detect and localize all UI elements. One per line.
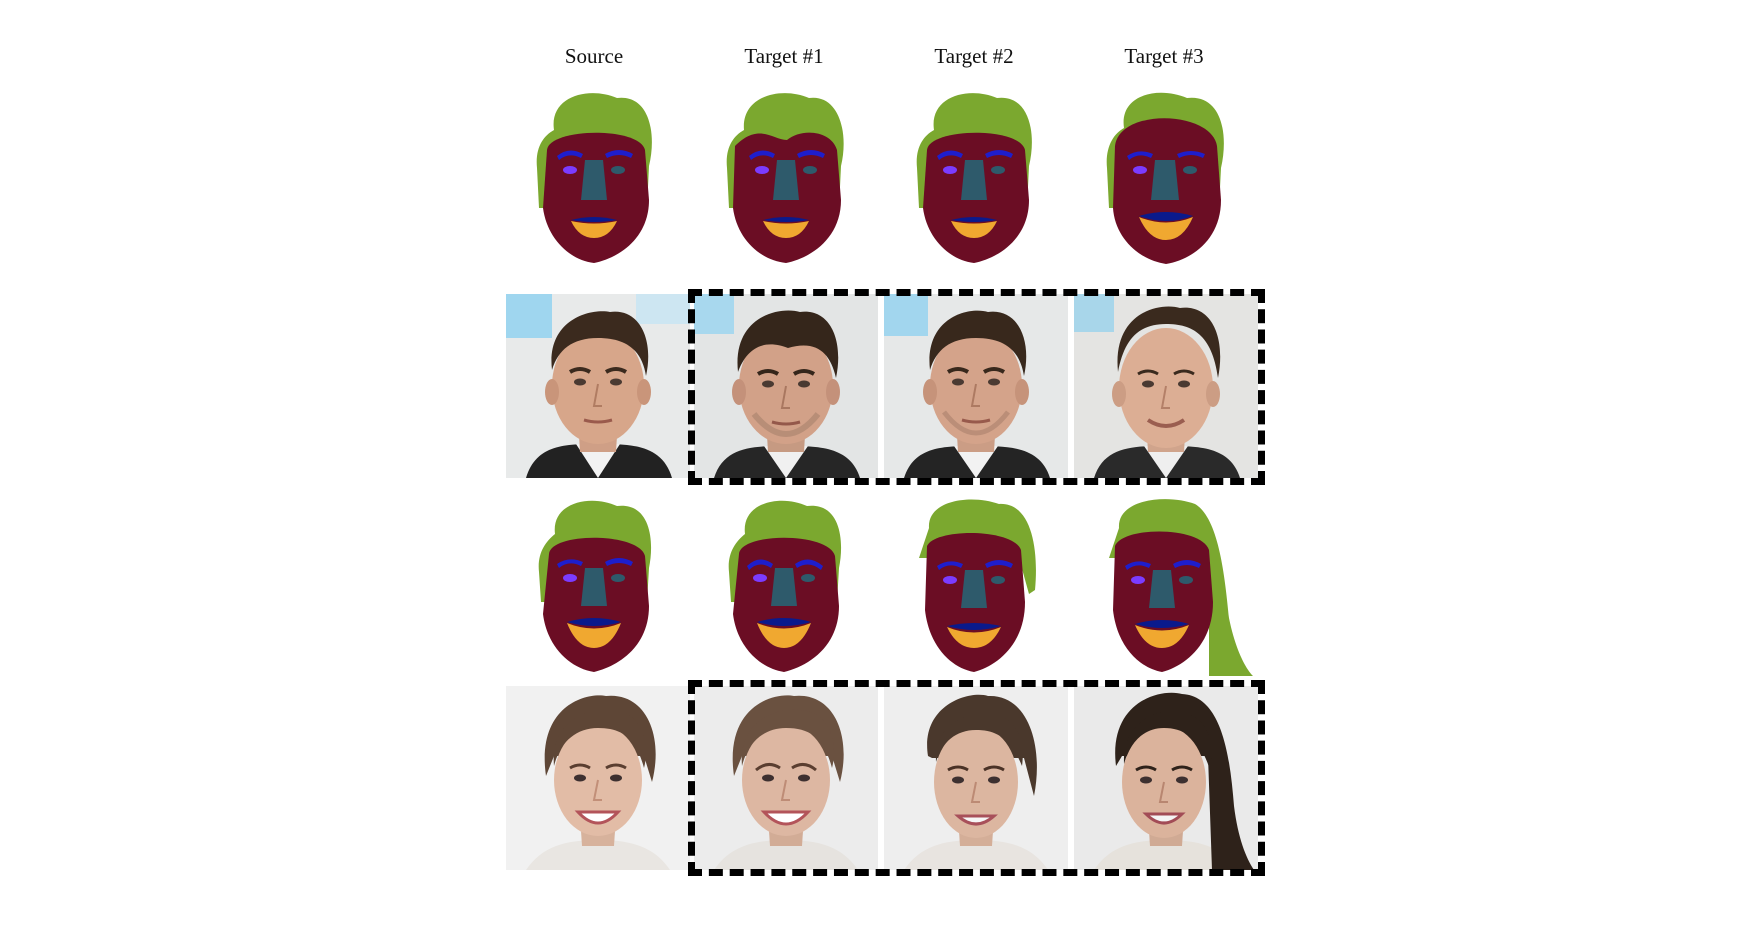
column-label-source: Source [564,44,624,68]
mask-male-target-2 [879,88,1069,266]
photo-female-source [506,686,690,870]
mask-female-source [499,498,689,676]
photo-female-target-1 [694,686,878,870]
column-label-target-1: Target #1 [744,44,824,68]
photo-male-source [506,294,690,478]
mask-female-target-1 [689,498,879,676]
photo-female-target-3 [1074,686,1258,870]
mask-female-target-3 [1069,498,1259,676]
mask-male-source [499,88,689,266]
photo-male-target-1 [694,294,878,478]
photo-male-target-2 [884,294,1068,478]
photo-female-target-2 [884,686,1068,870]
column-label-target-3: Target #3 [1124,44,1204,68]
mask-male-target-3 [1069,88,1259,266]
photo-male-target-3 [1074,294,1258,478]
mask-male-target-1 [689,88,879,266]
column-label-target-2: Target #2 [934,44,1014,68]
mask-female-target-2 [879,498,1069,676]
